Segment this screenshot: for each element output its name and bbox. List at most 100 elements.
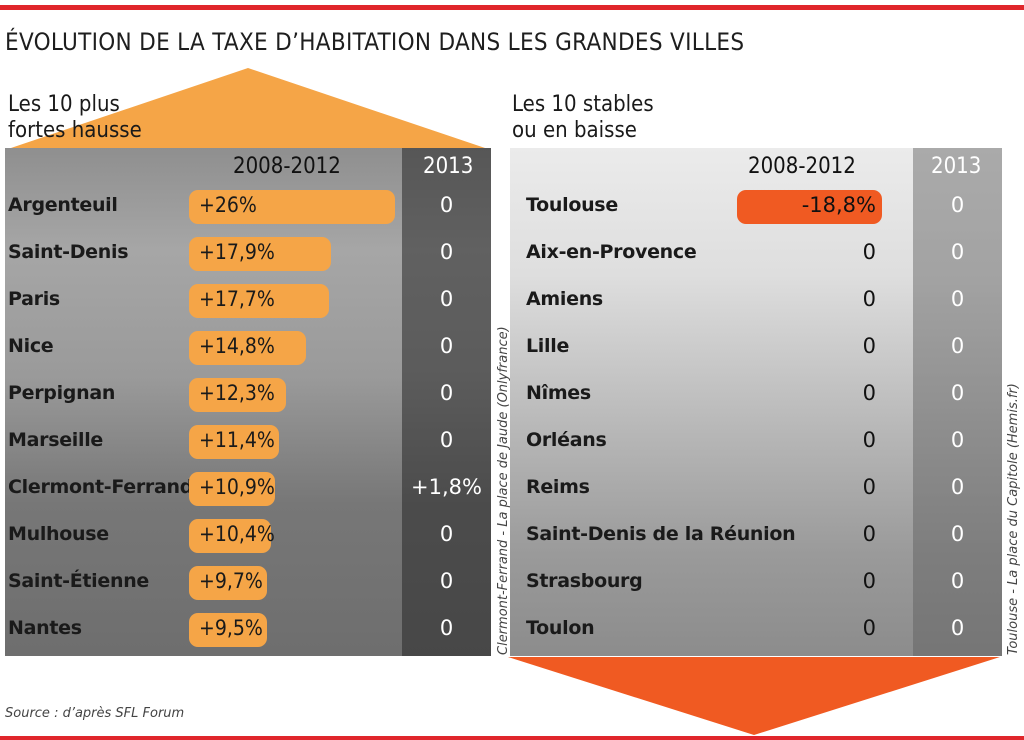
city-name: Orléans bbox=[526, 429, 607, 451]
bar-2008-2012 bbox=[189, 331, 307, 365]
city-name: Nîmes bbox=[526, 382, 591, 404]
value-2013: 0 bbox=[950, 522, 965, 546]
value-2008-2012: 0 bbox=[862, 334, 876, 358]
value-2013: 0 bbox=[439, 428, 454, 452]
value-2008-2012: 0 bbox=[862, 381, 876, 405]
left-subtitle-line2: fortes hausse bbox=[8, 118, 142, 143]
table-row: Toulon 0 0 bbox=[510, 611, 1002, 651]
table-row: Orléans 0 0 bbox=[510, 423, 1002, 463]
bar-2008-2012 bbox=[189, 237, 331, 271]
table-row: Lille 0 0 bbox=[510, 329, 1002, 369]
table-row: Saint-Denis de la Réunion 0 0 bbox=[510, 517, 1002, 557]
bar-label-2008-2012: +12,3% bbox=[199, 381, 275, 405]
city-name: Clermont-Ferrand bbox=[8, 476, 194, 498]
value-2013: +1,8% bbox=[411, 475, 482, 499]
value-2013: 0 bbox=[439, 569, 454, 593]
value-2013: 0 bbox=[950, 428, 965, 452]
city-name: Reims bbox=[526, 476, 590, 498]
bar-label-2008-2012: +17,7% bbox=[199, 287, 275, 311]
decrease-arrow-shape bbox=[508, 657, 1000, 735]
city-name: Nantes bbox=[8, 617, 82, 639]
city-name: Toulouse bbox=[526, 194, 618, 216]
city-name: Lille bbox=[526, 335, 570, 357]
right-subtitle-line1: Les 10 stables bbox=[512, 92, 654, 117]
table-row: Argenteuil +26% 0 bbox=[5, 188, 491, 228]
bar-label-2008-2012: +11,4% bbox=[199, 428, 275, 452]
right-subtitle: Les 10 stables ou en baisse bbox=[512, 92, 654, 144]
value-2013: 0 bbox=[950, 616, 965, 640]
bar-label-2008-2012: +14,8% bbox=[199, 334, 275, 358]
decrease-panel: 2008-2012 2013 Toulouse -18,8% 0 Aix-en-Pro… bbox=[510, 148, 1002, 656]
value-2013: 0 bbox=[439, 287, 454, 311]
bar-label-2008-2012: +17,9% bbox=[199, 240, 275, 264]
increase-panel: 2008-2012 2013 Argenteuil +26% 0 Saint-Deni… bbox=[5, 148, 491, 656]
value-2013: 0 bbox=[439, 240, 454, 264]
value-2013: 0 bbox=[439, 522, 454, 546]
value-2013: 0 bbox=[950, 334, 965, 358]
col-header-2013: 2013 bbox=[931, 154, 982, 179]
source-note: Source : d’après SFL Forum bbox=[5, 706, 185, 721]
value-2013: 0 bbox=[950, 193, 965, 217]
value-2013: 0 bbox=[439, 616, 454, 640]
table-row: Toulouse -18,8% 0 bbox=[510, 188, 1002, 228]
city-name: Perpignan bbox=[8, 382, 116, 404]
bar-2008-2012 bbox=[189, 190, 395, 224]
bar-2008-2012 bbox=[189, 519, 272, 553]
city-name: Toulon bbox=[526, 617, 595, 639]
value-2013: 0 bbox=[439, 334, 454, 358]
value-2008-2012: 0 bbox=[862, 240, 876, 264]
bottom-rule bbox=[0, 736, 1024, 740]
table-row: Mulhouse +10,4% 0 bbox=[5, 517, 491, 557]
city-name: Nice bbox=[8, 335, 54, 357]
city-name: Mulhouse bbox=[8, 523, 109, 545]
city-name: Saint-Denis de la Réunion bbox=[526, 523, 796, 545]
value-2013: 0 bbox=[950, 287, 965, 311]
table-row: Amiens 0 0 bbox=[510, 282, 1002, 322]
bar-label-2008-2012: +26% bbox=[199, 193, 257, 217]
col-header-2008-2012: 2008-2012 bbox=[233, 154, 341, 179]
bar-2008-2012 bbox=[189, 566, 267, 600]
bar-2008-2012 bbox=[189, 425, 280, 459]
value-2008-2012: 0 bbox=[862, 428, 876, 452]
col-header-2008-2012: 2008-2012 bbox=[748, 154, 856, 179]
city-name: Saint-Denis bbox=[8, 241, 129, 263]
city-name: Aix-en-Provence bbox=[526, 241, 697, 263]
table-row: Clermont-Ferrand +10,9% +1,8% bbox=[5, 470, 491, 510]
right-subtitle-line2: ou en baisse bbox=[512, 118, 637, 143]
bar-label-2008-2012: +10,4% bbox=[199, 522, 275, 546]
city-name: Paris bbox=[8, 288, 60, 310]
col-2013-band bbox=[913, 148, 1002, 656]
table-row: Reims 0 0 bbox=[510, 470, 1002, 510]
bar-2008-2012 bbox=[189, 613, 267, 647]
table-row: Paris +17,7% 0 bbox=[5, 282, 491, 322]
value-2013: 0 bbox=[950, 240, 965, 264]
col-header-2013: 2013 bbox=[423, 154, 474, 179]
city-name: Argenteuil bbox=[8, 194, 118, 216]
city-name: Amiens bbox=[526, 288, 603, 310]
table-row: Perpignan +12,3% 0 bbox=[5, 376, 491, 416]
value-2008-2012: 0 bbox=[862, 475, 876, 499]
city-name: Strasbourg bbox=[526, 570, 643, 592]
bar-label-2008-2012: +10,9% bbox=[199, 475, 275, 499]
table-row: Nantes +9,5% 0 bbox=[5, 611, 491, 651]
bar-label-2008-2012: +9,7% bbox=[199, 569, 263, 593]
bar-label-2008-2012: +9,5% bbox=[199, 616, 263, 640]
table-row: Marseille +11,4% 0 bbox=[5, 423, 491, 463]
left-subtitle: Les 10 plus fortes hausse bbox=[8, 92, 142, 144]
bar-2008-2012 bbox=[737, 190, 882, 224]
photo-credit-left: Clermont-Ferrand - La place de Jaude (On… bbox=[496, 326, 511, 655]
table-row: Saint-Étienne +9,7% 0 bbox=[5, 564, 491, 604]
photo-credit-right: Toulouse - La place du Capitole (Hemis.f… bbox=[1006, 383, 1021, 655]
value-2013: 0 bbox=[439, 381, 454, 405]
value-2013: 0 bbox=[950, 569, 965, 593]
value-2013: 0 bbox=[439, 193, 454, 217]
value-2008-2012: 0 bbox=[862, 522, 876, 546]
value-2008-2012: 0 bbox=[862, 616, 876, 640]
table-row: Aix-en-Provence 0 0 bbox=[510, 235, 1002, 275]
bar-2008-2012 bbox=[189, 472, 276, 506]
col-2013-band bbox=[402, 148, 491, 656]
city-name: Marseille bbox=[8, 429, 104, 451]
table-row: Nice +14,8% 0 bbox=[5, 329, 491, 369]
table-row: Nîmes 0 0 bbox=[510, 376, 1002, 416]
increase-arrow-shape bbox=[5, 68, 491, 150]
